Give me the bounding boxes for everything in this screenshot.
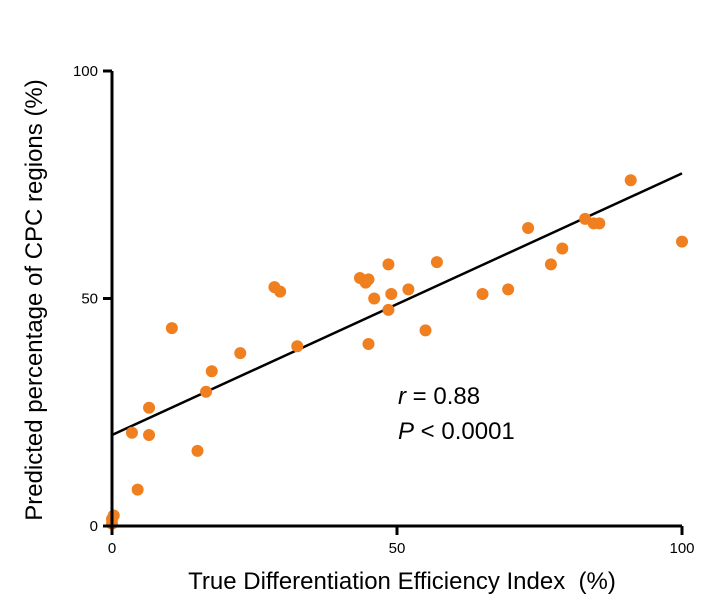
r-symbol: r [398, 383, 407, 410]
y-axis-title: Predicted percentage of CPC regions (%) [21, 79, 48, 521]
data-point-20 [368, 292, 381, 305]
data-point-3 [107, 509, 120, 522]
y-tick-label-0: 0 [90, 518, 98, 535]
data-point-34 [593, 217, 606, 230]
data-point-6 [143, 401, 156, 414]
x-tick-label-50: 50 [389, 540, 406, 557]
data-point-8 [165, 322, 178, 335]
data-point-15 [291, 340, 304, 353]
data-point-36 [676, 235, 688, 248]
p-value-annotation: P < 0.0001 [398, 418, 515, 445]
data-point-10 [200, 385, 213, 398]
data-point-30 [544, 258, 557, 271]
data-point-7 [143, 429, 156, 441]
x-tick-label-100: 100 [669, 540, 694, 557]
data-point-5 [131, 483, 144, 496]
r-value: = 0.88 [406, 383, 480, 410]
x-tick-label-0: 0 [108, 540, 116, 557]
y-tick-label-100: 100 [73, 63, 98, 80]
data-point-11 [205, 365, 218, 378]
data-point-12 [234, 347, 247, 360]
data-point-21 [382, 258, 395, 271]
data-point-23 [385, 287, 398, 300]
x-axis-title: True Differentiation Efficiency Index (%… [188, 568, 616, 595]
data-point-27 [476, 287, 489, 300]
data-point-18 [362, 273, 375, 286]
data-points [106, 174, 688, 530]
data-point-14 [274, 285, 287, 298]
data-point-31 [556, 242, 569, 255]
data-point-28 [502, 283, 515, 296]
correlation-annotation: r = 0.88 [398, 383, 480, 410]
data-point-24 [402, 283, 415, 296]
data-point-29 [522, 221, 535, 234]
y-tick-label-50: 50 [81, 291, 98, 308]
data-point-25 [419, 324, 432, 337]
data-point-4 [125, 426, 138, 439]
data-point-9 [191, 444, 204, 457]
p-symbol: P [398, 418, 414, 445]
regression-line [111, 172, 683, 437]
data-point-22 [382, 303, 395, 316]
p-value: < 0.0001 [414, 418, 515, 445]
data-point-26 [430, 256, 443, 269]
data-point-35 [624, 174, 637, 187]
data-point-19 [362, 338, 375, 350]
